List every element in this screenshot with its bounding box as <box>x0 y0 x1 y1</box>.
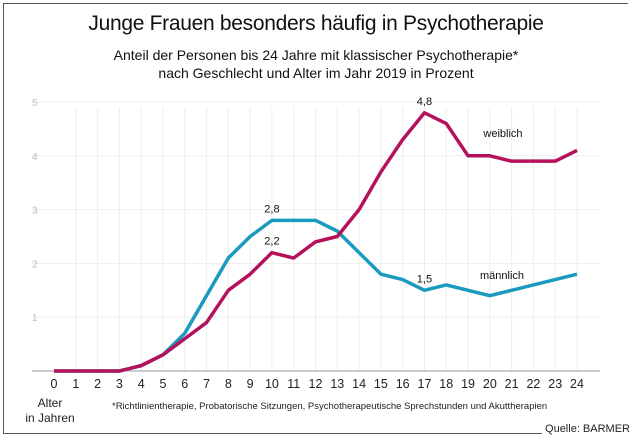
x-tick-label: 9 <box>247 377 254 391</box>
y-tick-label: 5 <box>32 98 38 109</box>
x-tick-label: 20 <box>483 377 497 391</box>
source: Quelle: BARMER <box>542 423 630 435</box>
chart-subtitle: Anteil der Personen bis 24 Jahre mit kla… <box>0 46 632 82</box>
x-tick-label: 17 <box>418 377 432 391</box>
x-tick-label: 13 <box>330 377 344 391</box>
x-tick-label: 21 <box>505 377 519 391</box>
subtitle-line-1: Anteil der Personen bis 24 Jahre mit kla… <box>113 47 519 63</box>
x-tick-label: 12 <box>309 377 323 391</box>
subtitle-line-2: nach Geschlecht und Alter im Jahr 2019 i… <box>158 65 474 81</box>
x-tick-label: 1 <box>72 377 79 391</box>
legend-label-maennlich: männlich <box>480 270 524 282</box>
x-tick-label: 0 <box>51 377 58 391</box>
x-tick-label: 24 <box>570 377 584 391</box>
x-axis-title: Alter in Jahren <box>20 396 80 426</box>
x-tick-label: 3 <box>116 377 123 391</box>
chart-title: Junge Frauen besonders häufig in Psychot… <box>88 12 544 35</box>
x-tick-label: 8 <box>225 377 232 391</box>
data-label: 2,2 <box>264 236 279 248</box>
y-tick-label: 3 <box>32 206 38 217</box>
x-tick-label: 6 <box>181 377 188 391</box>
x-tick-label: 10 <box>265 377 279 391</box>
x-tick-label: 15 <box>374 377 388 391</box>
x-tick-label: 4 <box>138 377 145 391</box>
data-label: 4,8 <box>417 96 432 108</box>
x-axis-title-line-1: Alter <box>37 396 63 410</box>
x-tick-label: 23 <box>548 377 562 391</box>
x-tick-label: 16 <box>396 377 410 391</box>
y-tick-label: 2 <box>32 259 38 270</box>
x-tick-label: 2 <box>94 377 101 391</box>
data-label: 2,8 <box>264 203 279 215</box>
series-line-weiblich <box>54 111 578 373</box>
x-tick-label: 7 <box>203 377 210 391</box>
footnote: *Richtlinientherapie, Probatorische Sitz… <box>112 401 548 412</box>
data-label: 1,5 <box>417 273 432 285</box>
x-tick-label: 11 <box>287 377 300 391</box>
legend-label-weiblich: weiblich <box>482 128 522 140</box>
x-tick-label: 22 <box>526 377 540 391</box>
x-tick-label: 14 <box>352 377 366 391</box>
frame-border <box>3 3 628 434</box>
x-tick-label: 19 <box>461 377 475 391</box>
y-tick-label: 1 <box>32 313 38 324</box>
x-tick-label: 18 <box>439 377 453 391</box>
y-tick-label: 4 <box>32 152 38 163</box>
x-tick-label: 5 <box>159 377 166 391</box>
x-axis-title-line-2: in Jahren <box>25 411 75 425</box>
